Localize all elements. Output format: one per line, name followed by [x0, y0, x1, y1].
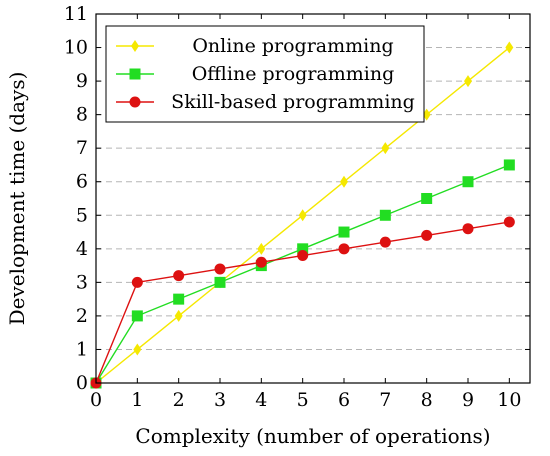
x-tick-label: 3 [214, 389, 226, 411]
y-tick-label: 7 [76, 137, 88, 159]
legend-label: Offline programming [192, 63, 395, 85]
x-tick-label: 9 [462, 389, 474, 411]
data-point [464, 75, 472, 88]
y-tick-label: 10 [64, 37, 88, 59]
y-tick-label: 9 [76, 70, 88, 92]
data-point [214, 263, 226, 275]
legend-item: Skill-based programming [116, 91, 415, 113]
data-point [421, 229, 433, 241]
x-axis-title: Complexity (number of operations) [135, 424, 490, 448]
x-tick-label: 8 [421, 389, 433, 411]
y-tick-label: 11 [64, 3, 88, 25]
legend-marker [129, 68, 141, 80]
data-point [338, 226, 350, 238]
data-point [174, 309, 183, 322]
series-layer [90, 41, 515, 389]
data-point [503, 216, 515, 228]
y-tick-label: 0 [76, 372, 88, 394]
y-axis-title: Development time (days) [5, 72, 29, 326]
data-point [379, 209, 391, 221]
data-point [381, 142, 390, 155]
data-point [255, 256, 267, 268]
series-line [95, 164, 510, 384]
series-2 [90, 216, 515, 389]
y-tick-label: 4 [76, 238, 88, 260]
y-tick-label: 1 [76, 338, 88, 360]
data-point [131, 310, 143, 322]
x-tick-label: 4 [255, 389, 267, 411]
axis-ticks: 0 1 2 3 4 5 6 7 8 9 10 0 1 2 3 4 5 6 7 8 9 10 11 [64, 3, 530, 411]
data-point [131, 276, 143, 288]
data-point [173, 293, 185, 305]
legend-item: Online programming [116, 35, 394, 57]
data-point [173, 270, 185, 282]
data-point [133, 343, 142, 356]
data-point [422, 108, 431, 121]
data-point [462, 223, 474, 235]
legend-item: Offline programming [116, 63, 394, 85]
series-1 [90, 159, 515, 389]
x-tick-label: 5 [297, 389, 309, 411]
x-tick-label: 7 [379, 389, 391, 411]
y-tick-label: 2 [76, 305, 88, 327]
data-point [338, 243, 350, 255]
y-tick-label: 6 [76, 171, 88, 193]
legend-box [105, 25, 425, 123]
legend: Online programming Offline programming Ski… [105, 25, 425, 123]
data-point [503, 159, 515, 171]
y-tick-label: 3 [76, 271, 88, 293]
data-point [379, 236, 391, 248]
x-tick-label: 6 [338, 389, 350, 411]
legend-label: Skill-based programming [171, 91, 415, 113]
data-point [421, 193, 433, 204]
data-point [257, 242, 266, 255]
y-tick-label: 5 [76, 204, 88, 226]
data-point [462, 176, 474, 188]
legend-label: Online programming [192, 35, 393, 57]
data-point [298, 209, 307, 222]
x-tick-label: 2 [173, 389, 185, 411]
legend-marker [131, 40, 139, 52]
data-point [340, 175, 348, 188]
plot-frame [95, 13, 531, 384]
legend-marker [129, 96, 141, 108]
data-point [297, 243, 309, 255]
data-point [505, 41, 514, 54]
data-point [214, 276, 226, 288]
x-tick-label: 10 [497, 389, 521, 411]
x-tick-label: 1 [131, 389, 143, 411]
x-tick-label: 0 [90, 389, 102, 411]
data-point [297, 250, 309, 262]
y-tick-label: 8 [76, 104, 88, 126]
